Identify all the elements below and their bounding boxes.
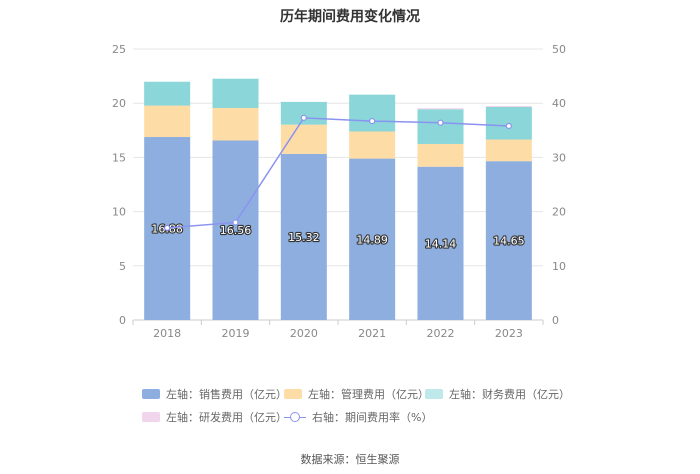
data-label: 14.89 — [356, 233, 388, 246]
x-tick-label: 2021 — [358, 327, 386, 340]
legend-label-rnd: 左轴：研发费用（亿元） — [166, 411, 287, 424]
x-tick-label: 2020 — [290, 327, 318, 340]
legend-item-finance[interactable]: 左轴：财务费用（亿元） — [425, 386, 570, 402]
bar-segment — [144, 81, 191, 106]
x-tick-label: 2023 — [495, 327, 523, 340]
chart-title: 历年期间费用变化情况 — [280, 9, 420, 25]
bar-segment — [212, 140, 259, 320]
y-left-tick-label: 20 — [112, 97, 126, 110]
line-point — [164, 224, 171, 231]
y-right-tick-label: 30 — [552, 151, 566, 164]
y-right-tick-label: 50 — [552, 43, 566, 56]
legend-label-expense-rate: 右轴：期间费用率（%） — [312, 411, 433, 424]
line-point — [369, 117, 376, 125]
line-point — [300, 114, 307, 121]
bar-segment — [280, 124, 327, 154]
y-left-tick-label: 15 — [112, 151, 126, 164]
bar-segment — [417, 166, 464, 320]
data-label: 14.14 — [425, 237, 457, 250]
legend-swatch-rnd — [142, 412, 160, 422]
bar-segment — [349, 94, 396, 132]
chart-plot: 0 5 10 15 20 25 0 10 20 30 40 50 2018 2019 2020 2021 202… — [112, 43, 566, 340]
y-right-tick-label: 40 — [552, 97, 566, 110]
y-right-tick-label: 10 — [552, 260, 566, 273]
bar-segment — [485, 105, 532, 107]
bar-segment — [485, 161, 532, 320]
legend-swatch-finance — [425, 389, 443, 399]
y-right-tick-label: 20 — [552, 206, 566, 219]
legend-item-expense-rate[interactable]: 右轴：期间费用率（%） — [284, 409, 432, 425]
data-label: 14.65 — [493, 235, 525, 248]
bar-segment — [485, 139, 532, 162]
y-left-tick-label: 10 — [112, 206, 126, 219]
bar-segment — [212, 78, 259, 108]
bar-segment — [280, 101, 327, 125]
bar-segment — [144, 105, 191, 138]
legend-item-rnd[interactable]: 左轴：研发费用（亿元） — [142, 409, 287, 425]
line-point — [232, 219, 239, 226]
x-tick-label: 2022 — [427, 327, 455, 340]
x-tick-label: 2019 — [222, 327, 250, 340]
line-point — [437, 119, 444, 126]
legend-item-admin[interactable]: 左轴：管理费用（亿元） — [284, 386, 429, 402]
legend-line-icon — [284, 411, 306, 423]
legend-label-admin: 左轴：管理费用（亿元） — [308, 388, 429, 401]
y-left-tick-label: 0 — [119, 314, 126, 327]
bar-segment — [417, 109, 464, 144]
legend-label-finance: 左轴：财务费用（亿元） — [449, 388, 570, 401]
source-note: 数据来源：恒生聚源 — [300, 453, 400, 466]
line-point — [505, 122, 512, 130]
bar-segment — [280, 153, 327, 320]
bar-segment — [349, 131, 396, 159]
data-label: 16.56 — [220, 224, 252, 237]
y-right-tick-label: 0 — [552, 314, 559, 327]
bar-segment — [417, 108, 464, 110]
data-label: 15.32 — [288, 231, 320, 244]
line-series-expense-rate — [167, 117, 509, 229]
bar-segment — [417, 143, 464, 167]
y-left-tick-label: 25 — [112, 43, 126, 56]
legend-item-sales[interactable]: 左轴：销售费用（亿元） — [142, 386, 287, 402]
legend-label-sales: 左轴：销售费用（亿元） — [166, 388, 287, 401]
x-tick-label: 2018 — [153, 327, 181, 340]
y-left-tick-label: 5 — [119, 260, 126, 273]
bar-segment — [349, 158, 396, 320]
bar-segment — [212, 107, 259, 141]
legend-swatch-admin — [284, 389, 302, 399]
legend-swatch-sales — [142, 389, 160, 399]
